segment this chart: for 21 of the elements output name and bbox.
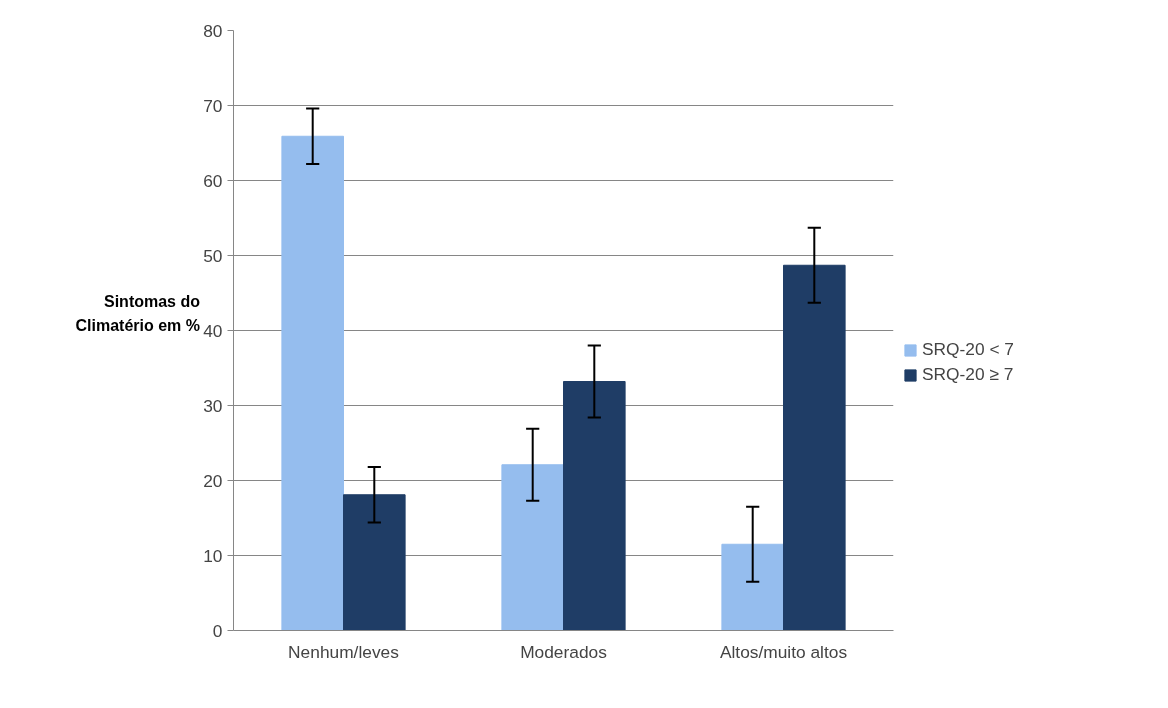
bar [563,381,626,631]
y-tick-label: 80 [203,20,223,41]
y-tick-label: 30 [203,395,223,416]
y-tick-label: 70 [203,95,223,116]
y-tick-label: 20 [203,470,223,491]
legend-label: SRQ-20 ≥ 7 [922,364,1014,385]
bar [783,264,846,631]
y-tick-label: 60 [203,170,223,191]
y-axis-title: Sintomas do Climatério em % [75,292,200,336]
y-tick-label: 40 [203,320,223,341]
bar [281,135,344,631]
y-tick-label: 0 [212,620,223,641]
bar [501,464,564,631]
x-tick-label: Nenhum/leves [288,641,400,662]
legend-label: SRQ-20 < 7 [922,339,1014,360]
x-tick-label: Moderados [520,641,608,662]
x-tick-label: Altos/muito altos [719,641,848,662]
bar [721,543,784,631]
bar [343,494,406,631]
y-tick-label: 10 [203,545,223,566]
y-tick-label: 50 [203,245,223,266]
